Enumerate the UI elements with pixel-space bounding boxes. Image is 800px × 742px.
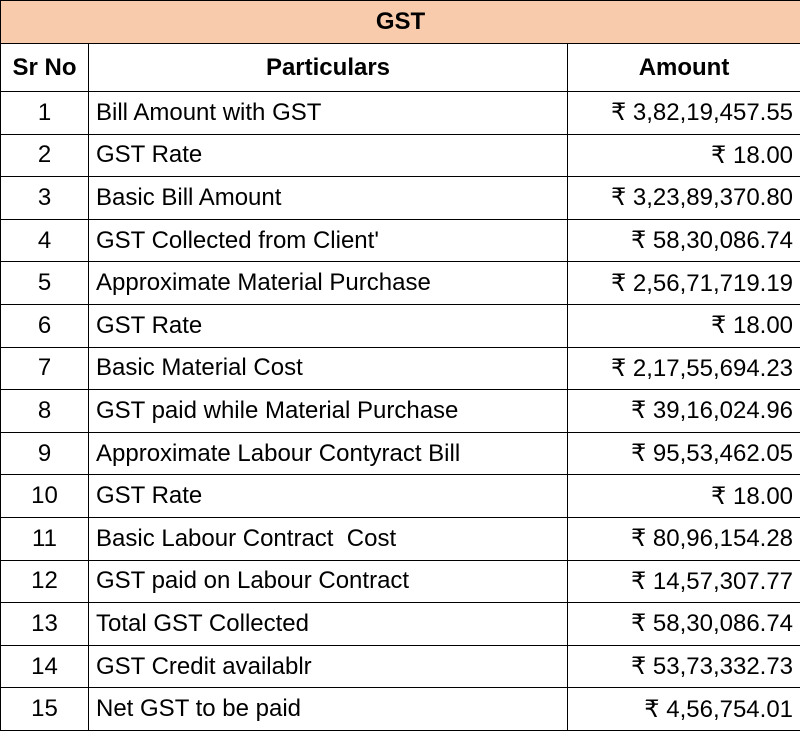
amount: ₹ 2,17,55,694.23 [566,346,800,391]
particular: Total GST Collected [88,602,568,646]
particular: GST Rate [88,474,568,518]
particular: Basic Labour Contract Cost [88,516,568,561]
particular: GST Collected from Client' [88,218,568,263]
table-row: 3 Basic Bill Amount ₹ 3,23,89,370.80 [0,176,800,220]
amount: ₹ 53,73,332.73 [566,644,800,689]
sr-no: 5 [0,261,89,305]
particular: Net GST to be paid [88,687,568,731]
sr-no: 2 [0,133,89,178]
amount: ₹ 3,23,89,370.80 [566,176,800,220]
sr-no: 15 [0,687,89,731]
amount: ₹ 14,57,307.77 [566,559,800,604]
table-row: 11 Basic Labour Contract Cost ₹ 80,96,154.… [0,516,800,561]
amount: ₹ 4,56,754.01 [566,687,800,731]
particular: GST Credit availablr [88,644,568,689]
amount: ₹ 3,82,19,457.55 [566,91,800,135]
table-row: 13 Total GST Collected ₹ 58,30,086.74 [0,602,800,646]
table-row: 10 GST Rate ₹ 18.00 [0,474,800,518]
amount: ₹ 18.00 [566,474,800,518]
column-header: Amount [566,43,800,92]
sr-no: 1 [0,91,89,135]
amount: ₹ 80,96,154.28 [566,516,800,561]
amount: ₹ 2,56,71,719.19 [566,261,800,305]
sr-no: 3 [0,176,89,220]
table-row: 8 GST paid while Material Purchase ₹ 39,16… [0,389,800,433]
table-row: 1 Bill Amount with GST ₹ 3,82,19,457.55 [0,91,800,135]
sr-no: 9 [0,431,89,476]
sr-no: 6 [0,303,89,348]
particular: GST Rate [88,303,568,348]
sr-no: 10 [0,474,89,518]
amount: ₹ 18.00 [566,133,800,178]
sr-no: 7 [0,346,89,391]
table-row: 6 GST Rate ₹ 18.00 [0,303,800,348]
table-row: 9 Approximate Labour Contyract Bill ₹ 95,5… [0,431,800,476]
table-row: 7 Basic Material Cost ₹ 2,17,55,694.23 [0,346,800,391]
particular: GST paid on Labour Contract [88,559,568,604]
sr-no: 13 [0,602,89,646]
table-row: 2 GST Rate ₹ 18.00 [0,133,800,178]
particular: GST Rate [88,133,568,178]
sr-no: 11 [0,516,89,561]
sr-no: 12 [0,559,89,604]
amount: ₹ 58,30,086.74 [566,602,800,646]
amount: ₹ 18.00 [566,303,800,348]
table-row: 15 Net GST to be paid ₹ 4,56,754.01 [0,687,800,731]
sr-no: 4 [0,218,89,263]
table-title: GST [0,0,800,44]
particular: Basic Material Cost [88,346,568,391]
particular: GST paid while Material Purchase [88,389,568,433]
table-row: 5 Approximate Material Purchase ₹ 2,56,71,… [0,261,800,305]
particular: Approximate Material Purchase [88,261,568,305]
column-header: Sr No [0,43,89,92]
particular: Approximate Labour Contyract Bill [88,431,568,476]
column-header: Particulars [88,43,568,92]
amount: ₹ 39,16,024.96 [566,389,800,433]
table-row: 14 GST Credit availablr ₹ 53,73,332.73 [0,644,800,689]
table-body: 1 Bill Amount with GST ₹ 3,82,19,457.55 2 GS… [0,91,800,731]
amount: ₹ 58,30,086.74 [566,218,800,263]
particular: Basic Bill Amount [88,176,568,220]
amount: ₹ 95,53,462.05 [566,431,800,476]
particular: Bill Amount with GST [88,91,568,135]
sr-no: 8 [0,389,89,433]
sr-no: 14 [0,644,89,689]
table-row: 4 GST Collected from Client' ₹ 58,30,086.7… [0,218,800,263]
table-row: 12 GST paid on Labour Contract ₹ 14,57,307… [0,559,800,604]
